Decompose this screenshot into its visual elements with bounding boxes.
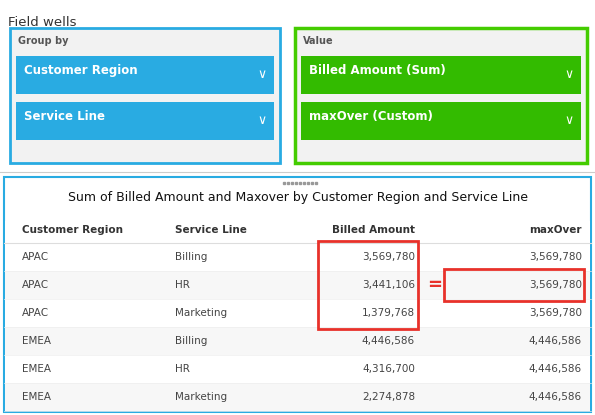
Text: 4,316,700: 4,316,700 [362,364,415,374]
Text: Customer Region: Customer Region [24,64,137,77]
Bar [4,177,591,412]
Text: HR: HR [175,280,190,290]
Text: APAC: APAC [22,280,49,290]
Text: EMEA: EMEA [22,364,51,374]
Text: Service Line: Service Line [175,225,247,235]
Text: ∨: ∨ [565,68,574,81]
Bar [5,271,590,299]
Text: Value: Value [303,36,334,46]
Text: APAC: APAC [22,308,49,318]
Text: 3,569,780: 3,569,780 [529,252,582,262]
Text: Billing: Billing [175,336,208,346]
Text: Billing: Billing [175,252,208,262]
Text: HR: HR [175,364,190,374]
Text: 1,379,768: 1,379,768 [362,308,415,318]
Bar [295,28,587,163]
Text: EMEA: EMEA [22,336,51,346]
Text: Customer Region: Customer Region [22,225,123,235]
Text: =: = [427,276,443,294]
Bar [444,269,584,301]
Bar [318,241,418,329]
Text: 3,441,106: 3,441,106 [362,280,415,290]
Text: maxOver: maxOver [530,225,582,235]
Text: ∨: ∨ [258,115,267,127]
Bar [5,383,590,411]
Text: ∨: ∨ [565,115,574,127]
Text: 3,569,780: 3,569,780 [529,308,582,318]
Text: 4,446,586: 4,446,586 [529,336,582,346]
Text: 3,569,780: 3,569,780 [529,280,582,290]
Text: Marketing: Marketing [175,392,227,402]
Text: 4,446,586: 4,446,586 [362,336,415,346]
Text: Sum of Billed Amount and Maxover by Customer Region and Service Line: Sum of Billed Amount and Maxover by Cust… [67,191,528,204]
Bar [5,243,590,271]
Bar [301,56,581,94]
Text: 3,569,780: 3,569,780 [362,252,415,262]
Text: 4,446,586: 4,446,586 [529,392,582,402]
Text: Billed Amount (Sum): Billed Amount (Sum) [309,64,446,77]
Text: 4,446,586: 4,446,586 [529,364,582,374]
Bar [301,102,581,140]
Bar [5,299,590,327]
Text: EMEA: EMEA [22,392,51,402]
Text: maxOver (Custom): maxOver (Custom) [309,110,433,123]
Bar [16,56,274,94]
Text: Field wells: Field wells [8,16,77,29]
Text: Service Line: Service Line [24,110,105,123]
Text: Group by: Group by [18,36,68,46]
Text: Billed Amount: Billed Amount [332,225,415,235]
Bar [10,28,280,163]
Bar [16,102,274,140]
Bar [5,327,590,355]
Bar [5,221,590,243]
Text: 2,274,878: 2,274,878 [362,392,415,402]
Bar [5,355,590,383]
Text: APAC: APAC [22,252,49,262]
Text: Marketing: Marketing [175,308,227,318]
Text: ∨: ∨ [258,68,267,81]
